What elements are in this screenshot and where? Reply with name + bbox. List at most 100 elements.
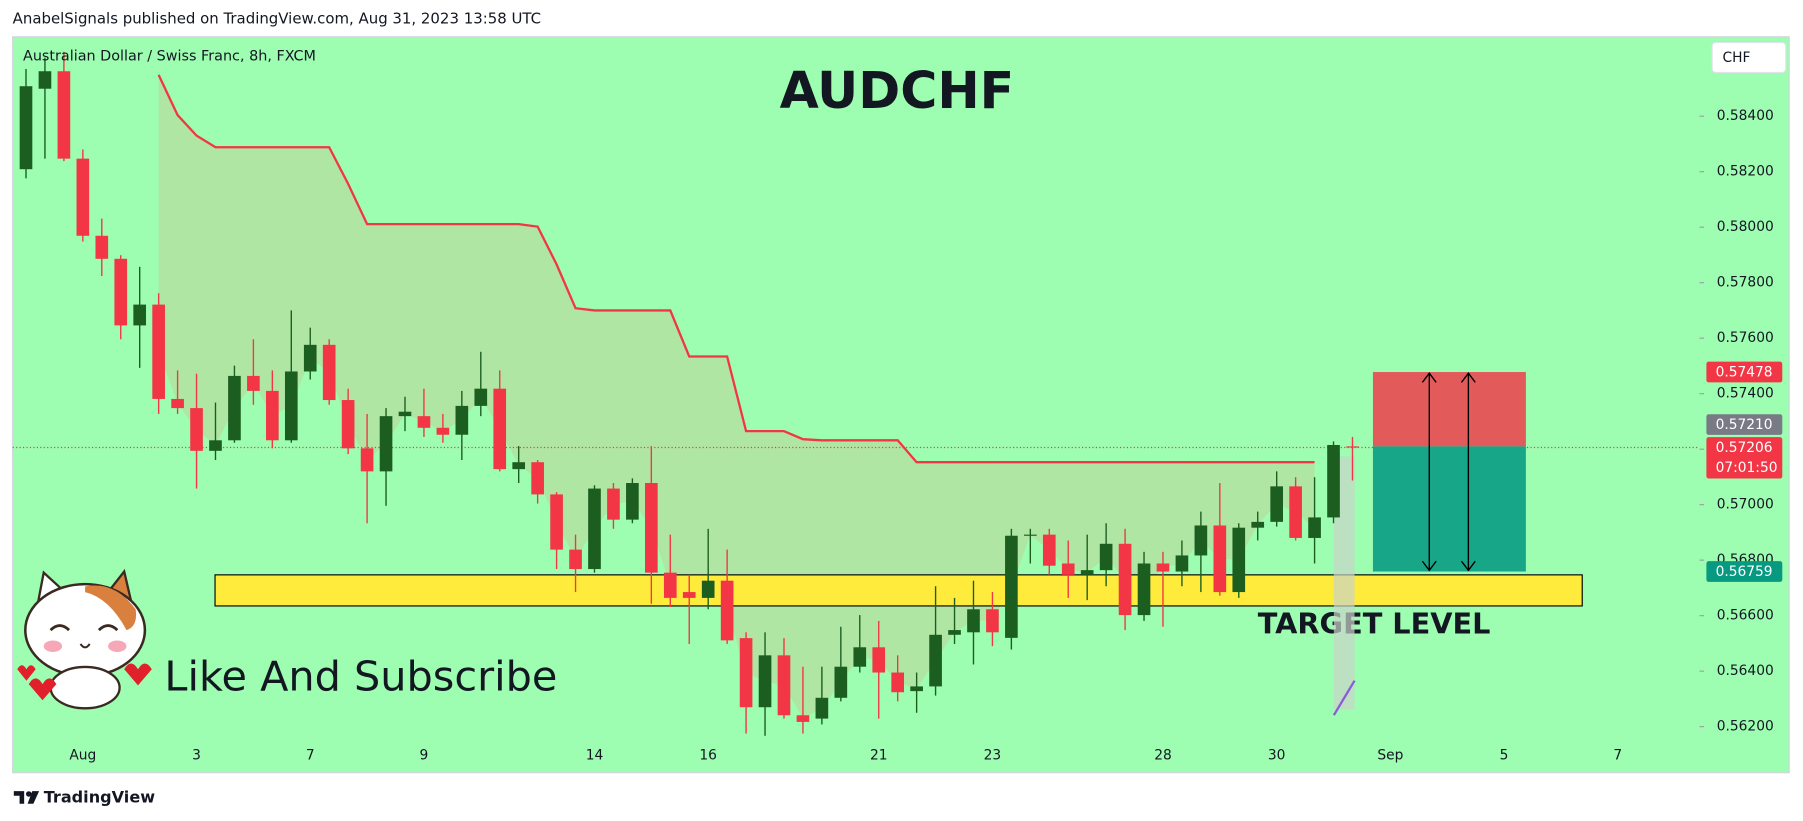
candle-body <box>171 398 184 409</box>
candle-body <box>910 686 923 692</box>
y-tick-label: 0.56600 <box>1717 608 1774 624</box>
arrow-head <box>1460 372 1476 572</box>
candle-body <box>19 86 33 170</box>
candle-body <box>1251 521 1265 528</box>
position-reward <box>1372 446 1526 572</box>
currency-box[interactable] <box>1711 41 1787 74</box>
candle-body <box>663 572 677 598</box>
x-tick-label: 16 <box>699 747 717 763</box>
y-tick-label: 0.57000 <box>1717 497 1774 513</box>
y-tick-label: 0.56400 <box>1717 663 1774 679</box>
position-risk <box>1372 372 1526 447</box>
x-tick-label: 23 <box>984 747 1002 763</box>
candle-body <box>834 666 848 698</box>
candle-body <box>1061 563 1075 575</box>
x-tick-label: 14 <box>586 747 604 763</box>
x-tick-label: 7 <box>1613 747 1622 763</box>
symbol-description: Australian Dollar / Swiss Franc, 8h, FXC… <box>23 48 316 64</box>
candle-body <box>796 715 810 722</box>
candle-body <box>1024 534 1037 536</box>
candle-body <box>1327 445 1340 518</box>
candle-body <box>341 400 355 449</box>
candle-body <box>1175 555 1189 572</box>
candle-body <box>948 630 961 635</box>
candle-layer <box>19 51 1359 736</box>
tool-layer <box>1372 372 1526 572</box>
arrow-head <box>1421 372 1437 572</box>
projection-line <box>1332 680 1356 716</box>
candle-body <box>57 71 71 159</box>
candle-body <box>436 427 450 435</box>
candle-body <box>266 390 279 441</box>
candle-body <box>891 672 905 693</box>
supertrend-line <box>157 74 1315 464</box>
currency-label: CHF <box>1723 50 1751 66</box>
candle-body <box>777 655 791 716</box>
x-tick-label: Aug <box>69 747 96 763</box>
footer-brand: TradingView <box>44 788 156 807</box>
candle-body <box>95 235 109 259</box>
footer-logo <box>13 791 40 804</box>
candle-body <box>474 388 488 406</box>
x-tick-label: 30 <box>1268 747 1286 763</box>
fill-layer <box>157 74 1315 719</box>
price-tag <box>1706 414 1783 435</box>
candle-body <box>967 609 980 633</box>
price-tag-label: 0.57478 <box>1716 365 1773 381</box>
x-tick-label: 21 <box>870 747 888 763</box>
candle-body <box>417 416 431 428</box>
candle-body <box>1308 517 1321 538</box>
candle-body <box>1080 570 1094 575</box>
candle-body <box>1346 446 1359 448</box>
candle-body <box>1099 543 1113 571</box>
candle-body <box>190 408 203 451</box>
target-zone <box>214 574 1583 607</box>
candle-body <box>1005 535 1018 638</box>
axis-layer: 0.562000.564000.566000.568000.570000.572… <box>69 108 1783 763</box>
candle-body <box>815 697 829 719</box>
candle-body <box>1156 563 1170 572</box>
candle-body <box>626 483 639 520</box>
x-tick-label: 9 <box>420 747 429 763</box>
candle-body <box>1213 525 1227 593</box>
candle-body <box>929 634 942 687</box>
candle-body <box>379 416 393 472</box>
price-tag <box>1706 361 1783 383</box>
candle-body <box>1270 486 1284 522</box>
candle-body <box>152 304 165 399</box>
candle-body <box>114 258 128 326</box>
candle-body <box>588 488 601 570</box>
candle-body <box>133 304 147 326</box>
candle-body <box>360 448 374 472</box>
candle-body <box>607 488 620 520</box>
cat-sticker <box>17 568 152 710</box>
countdown: 07:01:50 <box>1716 460 1778 476</box>
candle-body <box>569 549 582 570</box>
candle-body <box>1042 534 1056 566</box>
candle-body <box>493 388 507 470</box>
candle-body <box>758 655 772 708</box>
candle-body <box>247 375 260 391</box>
candle-body <box>76 158 90 236</box>
publish-header: AnabelSignals published on TradingView.c… <box>13 10 541 28</box>
candle-body <box>322 344 336 401</box>
y-tick-label: 0.57800 <box>1717 275 1774 291</box>
candle-body <box>284 371 298 441</box>
candle-body <box>720 580 734 641</box>
y-tick-label: 0.56200 <box>1717 719 1774 735</box>
candle-body <box>739 638 753 708</box>
candle-body <box>455 405 469 435</box>
candle-body <box>550 494 563 550</box>
y-tick-label: 0.57400 <box>1717 386 1774 402</box>
candle-body <box>228 375 241 441</box>
candle-body <box>1232 527 1246 593</box>
zone-label: TARGET LEVEL <box>1258 606 1491 640</box>
x-tick-label: 3 <box>192 747 201 763</box>
candle-body <box>1137 563 1151 616</box>
price-tag-label: 0.57206 <box>1716 440 1773 456</box>
price-tag-label: 0.57210 <box>1716 417 1773 433</box>
x-tick-label: 5 <box>1500 747 1509 763</box>
zone-layer: TARGET LEVEL <box>12 446 1700 716</box>
